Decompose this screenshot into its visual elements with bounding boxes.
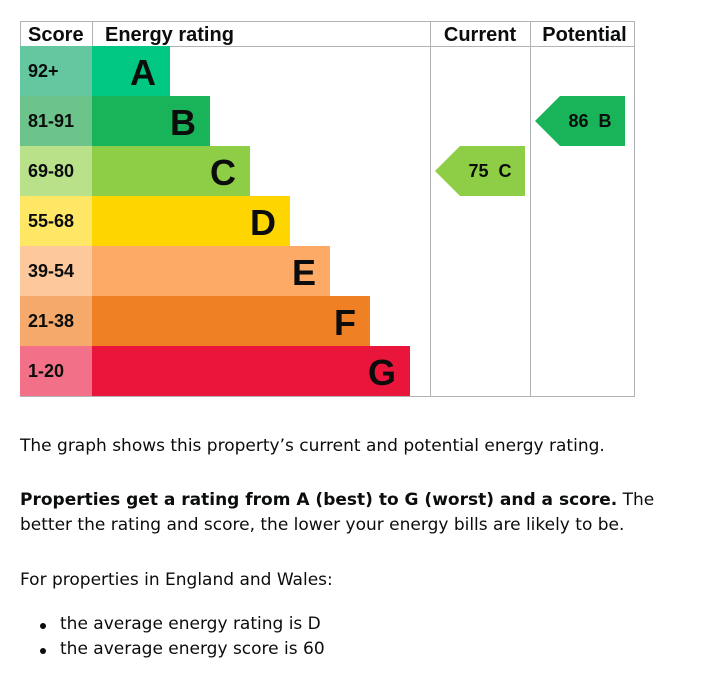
band-letter-f: F (334, 302, 356, 343)
current-rating-arrow (435, 146, 525, 196)
band-letter-e: E (292, 252, 316, 293)
band-bar-a (92, 46, 170, 96)
bullet-icon (40, 648, 46, 654)
bullet-icon (40, 623, 46, 629)
band-bar-f (92, 296, 370, 346)
header-current: Current (444, 24, 517, 46)
header-energy-rating: Energy rating (105, 24, 234, 46)
score-range-a: 92+ (28, 61, 59, 81)
average-score-item: the average energy score is 60 (20, 637, 325, 662)
score-range-e: 39-54 (28, 261, 74, 281)
header-score: Score (28, 24, 84, 46)
potential-rating-label: 86 B (568, 111, 611, 131)
score-range-g: 1-20 (28, 361, 64, 381)
score-cell-e (20, 246, 92, 296)
band-letter-b: B (170, 102, 196, 143)
potential-rating-arrow (535, 96, 625, 146)
band-letter-c: C (210, 152, 236, 193)
rating-explanation: Properties get a rating from A (best) to… (20, 488, 680, 538)
energy-rating-chart: Score Energy rating Current Potential 92… (20, 21, 635, 397)
average-score-text: the average energy score is 60 (60, 639, 325, 659)
chart-description: The graph shows this property’s current … (20, 436, 605, 456)
band-letter-d: D (250, 202, 276, 243)
score-cell-b (20, 96, 92, 146)
score-cell-f (20, 296, 92, 346)
band-letter-a: A (130, 52, 156, 93)
score-range-b: 81-91 (28, 111, 74, 131)
score-range-f: 21-38 (28, 311, 74, 331)
average-rating-text: the average energy rating is D (60, 614, 321, 634)
band-letter-g: G (368, 352, 396, 393)
average-list: the average energy rating is D the avera… (20, 612, 325, 662)
rating-bands: 92+ A 81-91 B 69-80 C 55-68 D 39-54 E 21-38 F 1-20 G (20, 46, 410, 396)
rating-markers: 75 C 86 B (435, 96, 625, 196)
current-rating-label: 75 C (468, 161, 511, 181)
average-rating-item: the average energy rating is D (20, 612, 325, 637)
header-potential: Potential (542, 24, 626, 46)
band-bar-c (92, 146, 250, 196)
score-cell-d (20, 196, 92, 246)
score-range-d: 55-68 (28, 211, 74, 231)
average-intro: For properties in England and Wales: (20, 570, 333, 590)
band-bar-d (92, 196, 290, 246)
score-cell-g (20, 346, 92, 396)
score-cell-c (20, 146, 92, 196)
band-bar-g (92, 346, 410, 396)
rating-explanation-rest: The better the rating and score, the low… (20, 490, 655, 535)
score-range-c: 69-80 (28, 161, 74, 181)
rating-explanation-bold: Properties get a rating from A (best) to… (20, 490, 618, 510)
band-bar-e (92, 246, 330, 296)
score-cell-a (20, 46, 92, 96)
band-bar-b (92, 96, 210, 146)
